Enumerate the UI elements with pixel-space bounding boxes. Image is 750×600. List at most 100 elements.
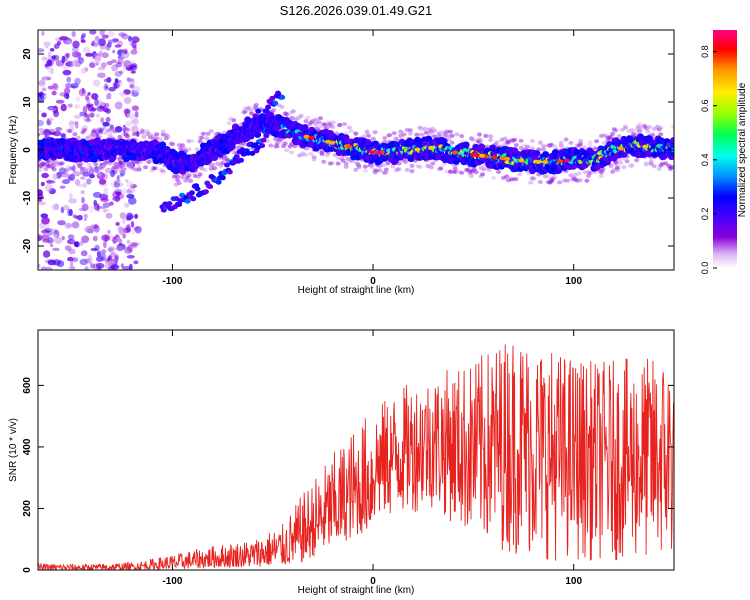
spectrogram-noise-cell <box>112 236 118 244</box>
spectrogram-noise-cell <box>84 266 89 270</box>
spectrogram-noise-cell <box>97 72 106 79</box>
spectrogram-halo-cell <box>582 145 588 150</box>
spectrogram-halo-cell <box>563 137 569 142</box>
spectrogram-halo-cell <box>568 173 574 178</box>
spectrogram-branch-cell <box>176 202 183 207</box>
spectrogram-noise-cell <box>89 62 96 69</box>
spectrogram-noise-cell <box>41 87 47 92</box>
spectrogram-halo-cell <box>478 138 484 143</box>
colorbar-label: Normalized spectral amplitude <box>737 82 748 217</box>
spectrogram-halo-cell <box>592 146 598 151</box>
spectrogram-ridge-cell <box>669 143 674 148</box>
spectrogram-peak-cell <box>642 144 649 149</box>
spectrogram-noise-cell <box>74 60 82 68</box>
spectrogram-x-axis-label: Height of straight line (km) <box>298 285 415 296</box>
spectrogram-branch-cell <box>265 104 272 110</box>
spectrogram-noise-cell <box>41 229 50 234</box>
spectrogram-halo-cell <box>160 169 166 174</box>
spectrogram-halo-cell <box>38 132 41 137</box>
spectrogram-noise-cell <box>72 40 80 49</box>
y-tick-label: -20 <box>22 238 33 253</box>
colorbar-tick-label: 0.4 <box>700 154 710 167</box>
spectrogram-noise-cell <box>61 235 65 241</box>
spectrogram-noise-cell <box>72 257 79 263</box>
spectrogram-noise-cell <box>105 85 108 89</box>
spectrogram-noise-cell <box>134 226 142 234</box>
spectrogram-band-cell <box>205 157 213 164</box>
spectrogram-halo-cell <box>396 167 402 172</box>
spectrogram-noise-cell <box>107 31 115 37</box>
spectrogram-halo-cell <box>45 132 51 137</box>
spectrogram-halo-cell <box>364 130 370 135</box>
spectrogram-halo-cell <box>488 134 494 139</box>
spectrogram-noise-cell <box>46 118 51 126</box>
spectrogram-noise-cell <box>64 87 71 95</box>
spectrogram-noise-cell <box>112 49 116 54</box>
spectrogram-noise-cell <box>125 224 131 233</box>
spectrogram-halo-cell <box>202 168 208 172</box>
spectrogram-halo-cell <box>480 172 486 177</box>
spectrogram-halo-cell <box>537 140 543 145</box>
spectrogram-halo-cell <box>303 152 309 157</box>
spectrogram-halo-cell <box>409 163 415 168</box>
spectrogram-noise-cell <box>114 78 119 83</box>
spectrogram-band-cell <box>478 143 486 150</box>
spectrogram-halo-cell <box>480 163 486 168</box>
spectrogram-halo-cell <box>518 138 524 143</box>
spectrogram-halo-cell <box>319 151 325 156</box>
spectrogram-noise-cell <box>71 121 79 125</box>
colorbar-gradient <box>713 30 737 268</box>
spectrogram-halo-cell <box>614 165 620 170</box>
spectrogram-halo-cell <box>298 113 304 118</box>
spectrogram-halo-cell <box>614 168 620 173</box>
spectrogram-halo-cell <box>93 162 99 167</box>
spectrogram-noise-cell <box>67 234 75 240</box>
spectrogram-halo-cell <box>616 133 622 138</box>
spectrogram-noise-cell <box>43 228 53 233</box>
spectrogram-peak-cell <box>518 158 525 163</box>
spectrogram-noise-cell <box>128 35 132 42</box>
spectrogram-noise-cell <box>96 256 103 262</box>
spectrogram-halo-cell <box>70 166 76 171</box>
spectrogram-halo-cell <box>98 130 104 135</box>
spectrogram-noise-cell <box>130 60 136 66</box>
spectrogram-branch-cell <box>188 190 195 196</box>
spectrogram-halo-cell <box>82 128 87 133</box>
spectrogram-noise-cell <box>68 208 73 217</box>
spectrogram-halo-cell <box>175 178 181 182</box>
spectrogram-halo-cell <box>584 178 590 183</box>
spectrogram-halo-cell <box>180 175 185 180</box>
spectrogram-halo-cell <box>431 134 437 139</box>
spectrogram-halo-cell <box>86 163 92 167</box>
spectrogram-noise-cell <box>70 83 79 89</box>
spectrogram-halo-cell <box>205 131 211 136</box>
spectrogram-halo-cell <box>512 137 518 142</box>
spectrogram-halo-cell <box>587 171 593 176</box>
spectrogram-halo-cell <box>311 155 317 160</box>
spectrogram-halo-cell <box>91 129 97 134</box>
spectrogram-noise-cell <box>134 111 139 118</box>
spectrogram-noise-cell <box>93 224 99 229</box>
spectrogram-band-cell <box>364 139 372 146</box>
spectrogram-peak-cell <box>617 146 624 151</box>
spectrogram-halo-cell <box>200 131 206 136</box>
spectrogram-halo-cell <box>513 177 519 182</box>
spectrogram-halo-cell <box>282 141 288 146</box>
spectrogram-noise-cell <box>130 221 135 228</box>
spectrogram-halo-cell <box>136 164 142 169</box>
spectrogram-noise-cell <box>134 213 139 219</box>
spectrogram-noise-cell <box>69 192 73 199</box>
spectrogram-halo-cell <box>308 151 314 156</box>
spectrogram-noise-cell <box>109 124 115 131</box>
spectrogram-noise-cell <box>74 179 81 186</box>
spectrogram-noise-cell <box>123 60 132 68</box>
spectrogram-halo-cell <box>372 130 378 135</box>
spectrogram-noise-cell <box>107 229 111 235</box>
spectrogram-halo-cell <box>143 165 148 170</box>
spectrogram-peak-cell <box>375 150 382 155</box>
spectrogram-noise-cell <box>110 170 115 178</box>
colorbar-tick-label: 0.8 <box>700 45 710 58</box>
spectrogram-halo-cell <box>669 165 674 170</box>
